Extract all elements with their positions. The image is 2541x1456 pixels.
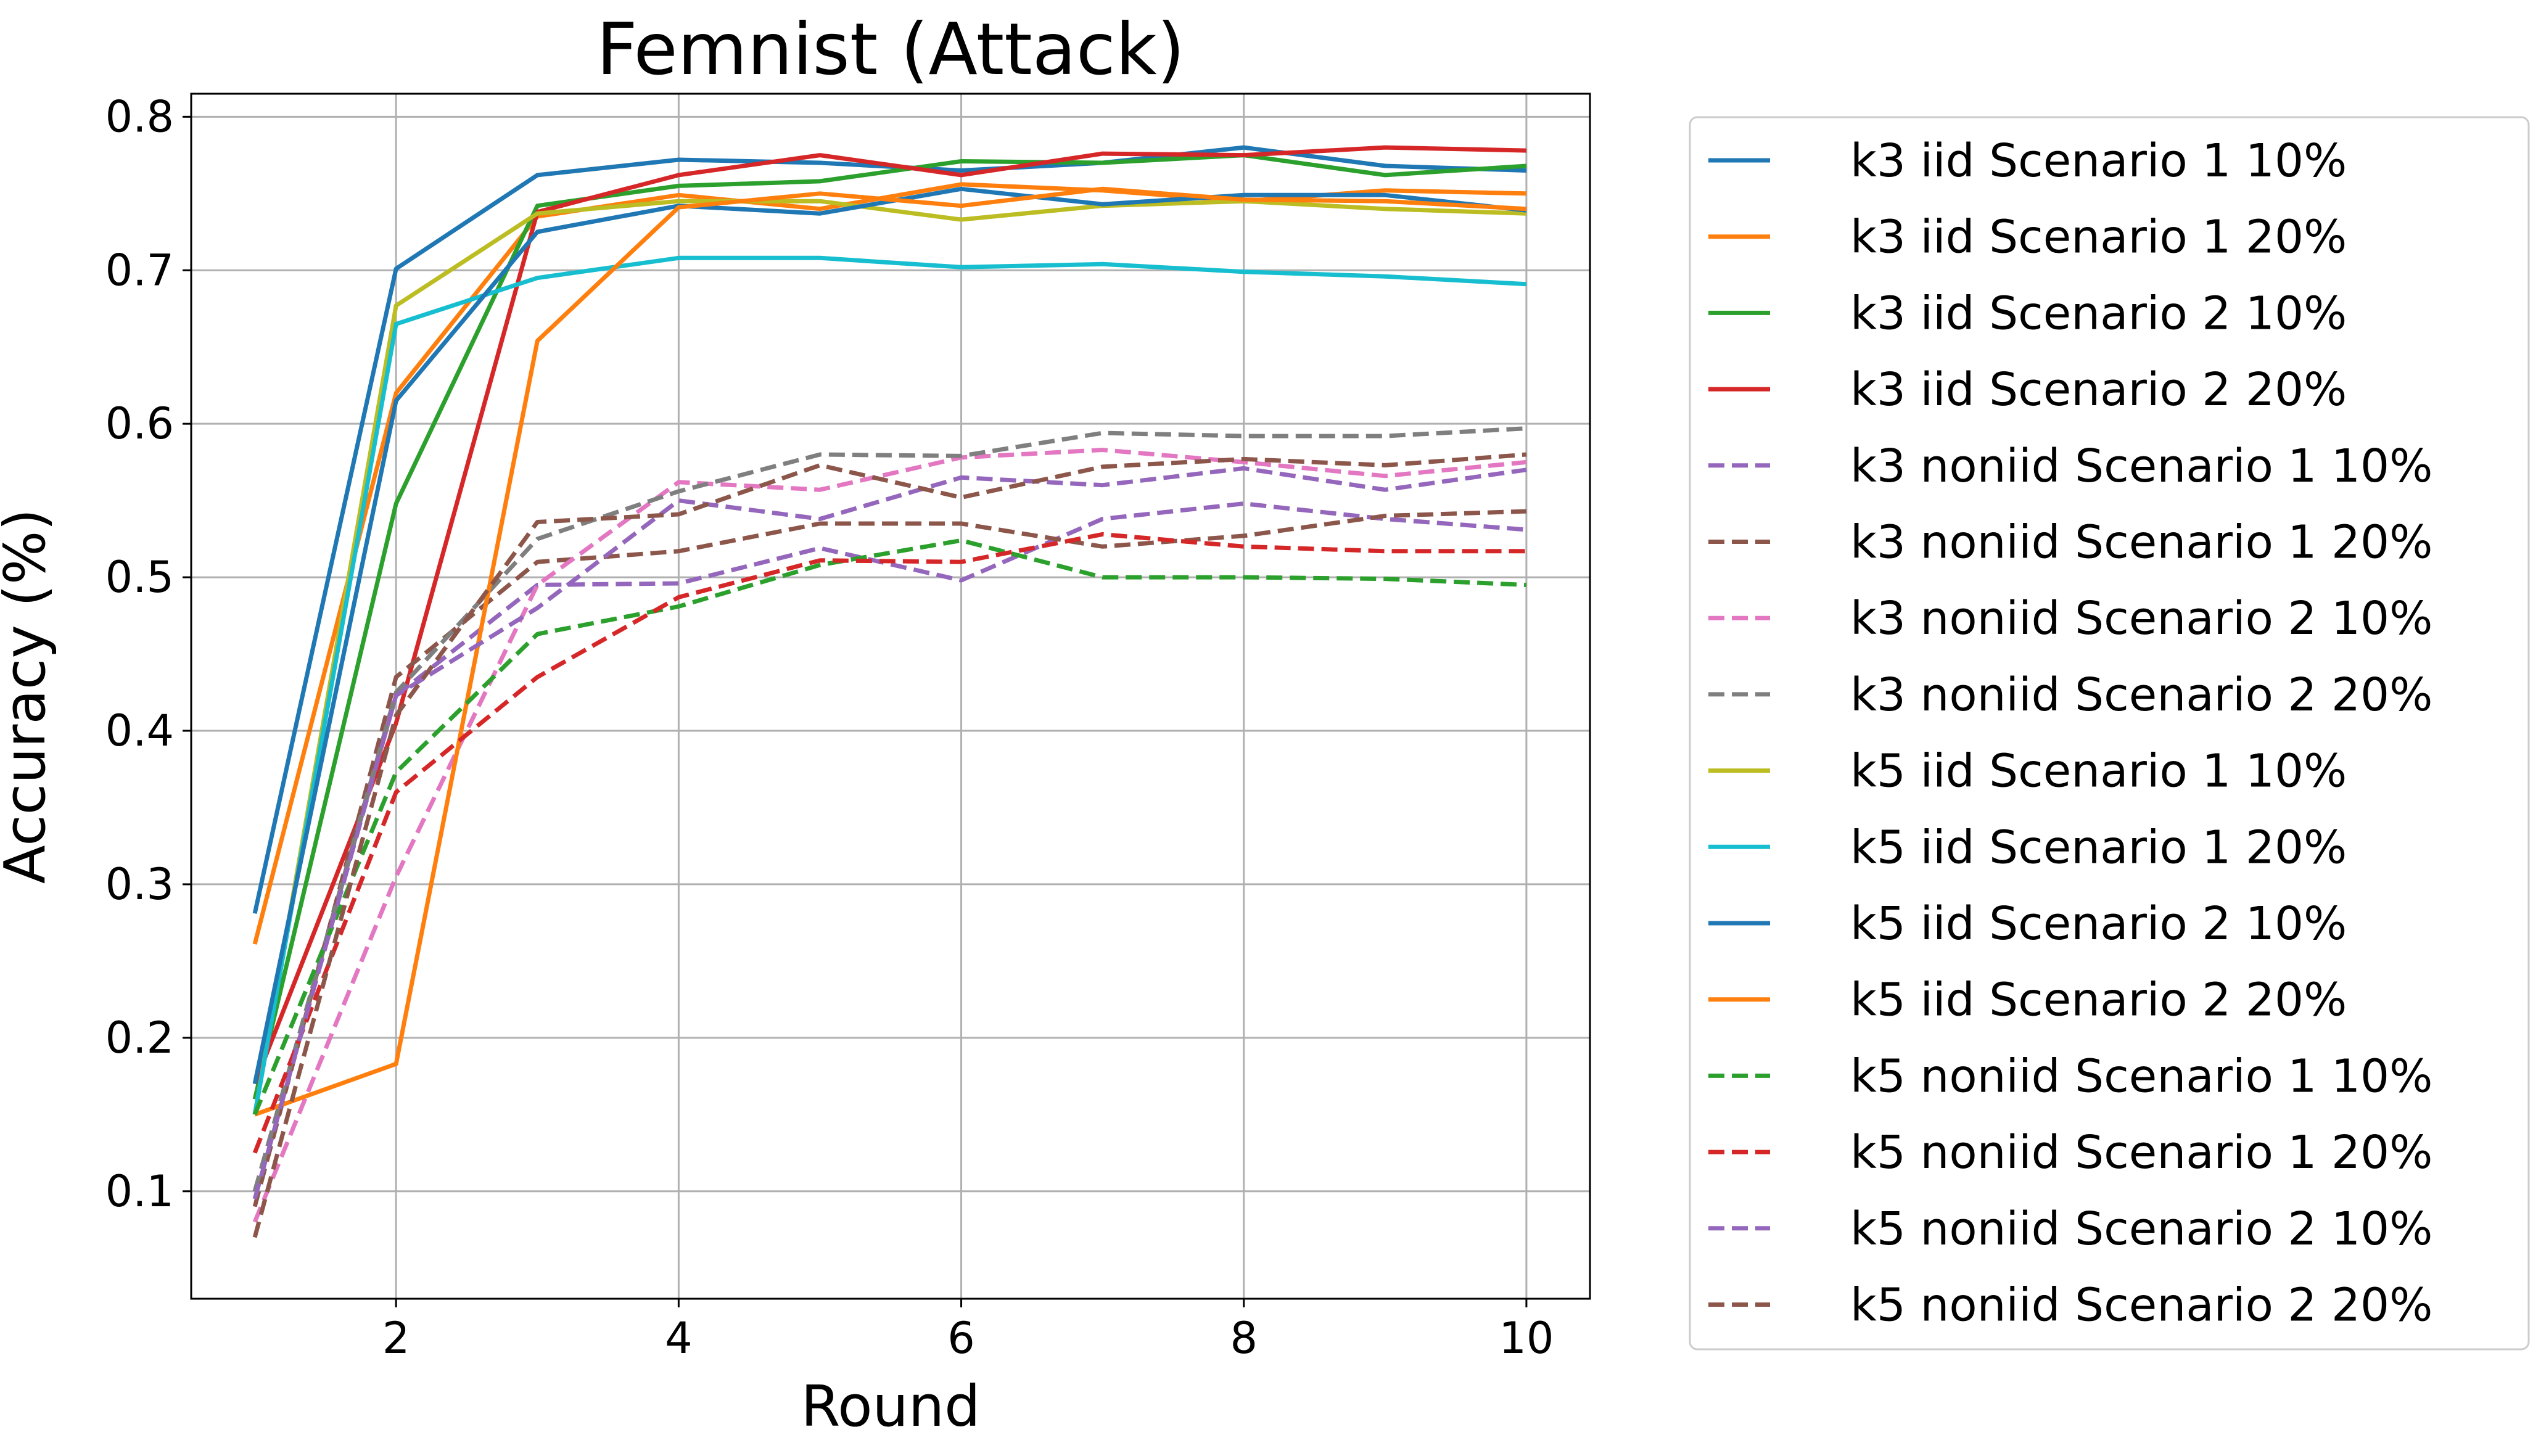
chart-title: Femnist (Attack) <box>596 8 1185 91</box>
legend-label: k3 iid Scenario 1 10% <box>1850 134 2347 187</box>
legend-label: k5 noniid Scenario 2 20% <box>1850 1279 2432 1332</box>
legend-label: k3 noniid Scenario 1 20% <box>1850 516 2432 569</box>
x-tick-label: 8 <box>1230 1313 1258 1363</box>
series-line <box>252 466 1527 1200</box>
legend-label: k5 iid Scenario 2 20% <box>1850 974 2347 1027</box>
legend-label: k5 noniid Scenario 2 10% <box>1850 1203 2432 1256</box>
x-tick-label: 10 <box>1499 1313 1554 1363</box>
legend-label: k5 iid Scenario 1 20% <box>1850 821 2347 874</box>
legend-label: k5 noniid Scenario 1 20% <box>1850 1126 2432 1179</box>
legend-label: k3 iid Scenario 2 20% <box>1850 363 2347 416</box>
y-tick-label: 0.7 <box>105 245 174 295</box>
y-tick-label: 0.1 <box>105 1166 174 1217</box>
series-line <box>252 255 1527 1115</box>
series-line <box>252 145 1526 1085</box>
series-line <box>252 448 1527 1223</box>
x-axis-label: Round <box>801 1373 980 1439</box>
x-tick-label: 2 <box>382 1313 410 1363</box>
y-tick-label: 0.8 <box>105 91 174 142</box>
grid <box>191 94 1590 1299</box>
y-axis-label: Accuracy (%) <box>0 509 58 884</box>
series-line <box>252 538 1527 1116</box>
legend-label: k3 iid Scenario 1 20% <box>1850 211 2347 264</box>
legend-frame <box>1689 116 2530 1351</box>
y-tick-label: 0.5 <box>105 552 174 603</box>
legend-label: k3 noniid Scenario 2 10% <box>1850 592 2432 645</box>
legend: k3 iid Scenario 1 10% k3 iid Scenario 1 2… <box>1689 116 2530 1351</box>
series-lines <box>252 145 1527 1238</box>
y-tick-label: 0.2 <box>105 1013 174 1063</box>
plot-area-frame <box>190 93 1591 1300</box>
series-line <box>252 452 1527 1238</box>
legend-label: k3 noniid Scenario 2 20% <box>1850 668 2432 722</box>
legend-label: k3 iid Scenario 2 10% <box>1850 287 2347 340</box>
y-tick-label: 0.6 <box>105 398 174 449</box>
x-tick-label: 6 <box>947 1313 975 1363</box>
series-line <box>252 153 1527 1100</box>
y-tick-label: 0.4 <box>105 705 174 756</box>
axis-ticks: 2 4 6 8 10 0.1 0.2 0.3 0.4 0.5 0.6 0.7 0.8 <box>105 91 1554 1363</box>
series-line <box>252 199 1527 1115</box>
legend-label: k5 iid Scenario 1 10% <box>1850 745 2347 798</box>
series-line <box>252 532 1526 1154</box>
legend-label: k5 iid Scenario 2 10% <box>1850 897 2347 950</box>
legend-label: k3 noniid Scenario 1 10% <box>1850 440 2432 493</box>
y-tick-label: 0.3 <box>105 859 174 910</box>
x-tick-label: 4 <box>665 1313 693 1363</box>
legend-label: k5 noniid Scenario 1 10% <box>1850 1050 2432 1103</box>
